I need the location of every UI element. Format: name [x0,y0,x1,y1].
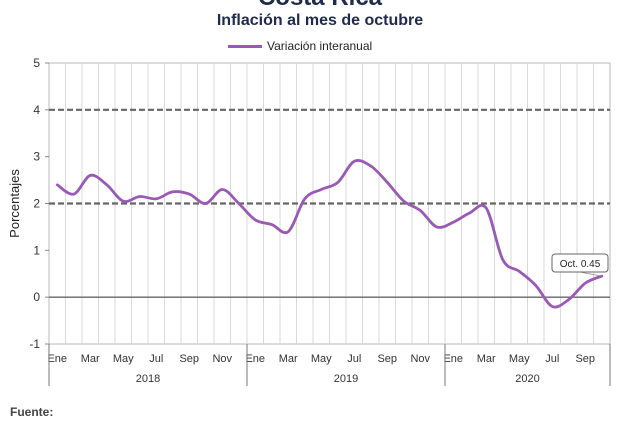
y-tick-label: 3 [33,150,40,164]
annotation-box [551,253,609,273]
annotation-leader [579,271,602,277]
data-point [337,181,339,183]
x-tick-label: Mar [81,353,100,365]
x-tick-label: Sep [377,353,397,365]
data-point [568,298,570,300]
data-point [584,282,586,284]
x-tick-label: Nov [410,353,430,365]
x-tick-label: Jul [149,353,163,365]
chart-legend: Variación interanual [228,39,372,53]
chart-main-title: Costa Rica [0,0,640,12]
data-point [106,184,108,186]
year-label: 2019 [334,373,358,385]
x-tick-label: May [509,353,530,365]
data-point [139,195,141,197]
data-point [353,160,355,162]
y-axis-label: Porcentajes [7,169,22,238]
y-tick-label: 5 [33,56,40,70]
data-point [271,223,273,225]
data-point [485,207,487,209]
data-point [551,305,553,307]
data-point [419,209,421,211]
data-point [89,174,91,176]
data-point [73,193,75,195]
y-tick-label: 2 [33,197,40,211]
data-point [155,198,157,200]
x-tick-label: Jul [545,353,559,365]
y-tick-label: 1 [33,243,40,257]
y-tick-label: 4 [33,103,40,117]
data-point [518,270,520,272]
data-point [56,184,58,186]
data-point [287,230,289,232]
x-tick-label: Mar [477,353,496,365]
data-point [122,200,124,202]
y-tick-label: -1 [29,337,40,351]
data-point [535,284,537,286]
data-point [172,191,174,193]
x-tick-label: Jul [347,353,361,365]
data-point [386,181,388,183]
data-point [238,202,240,204]
data-point [320,188,322,190]
data-point [502,259,504,261]
data-point [188,193,190,195]
chart-subtitle: Inflación al mes de octubre [216,12,424,29]
x-tick-label: May [311,353,332,365]
x-tick-label: Ene [245,353,265,365]
x-tick-label: Sep [575,353,595,365]
y-tick-label: 0 [33,290,40,304]
annotation-label: Oct. 0.45 [560,259,601,270]
x-tick-label: Nov [212,353,232,365]
x-tick-label: May [113,353,134,365]
series-line-variacion-interanual [55,159,604,309]
data-point [370,165,372,167]
x-tick-label: Ene [47,353,67,365]
data-point [469,212,471,214]
legend-label: Variación interanual [267,39,373,53]
data-point [452,221,454,223]
legend-swatch [228,44,262,48]
data-point [205,202,207,204]
year-label: 2018 [136,373,160,385]
x-tick-label: Mar [279,353,298,365]
data-point [436,226,438,228]
data-point [221,188,223,190]
source-label: Fuente: [10,405,54,419]
year-label: 2020 [515,373,539,385]
data-point [304,198,306,200]
data-point [254,219,256,221]
x-tick-label: Sep [179,353,199,365]
data-point [403,200,405,202]
x-tick-label: Ene [443,353,463,365]
